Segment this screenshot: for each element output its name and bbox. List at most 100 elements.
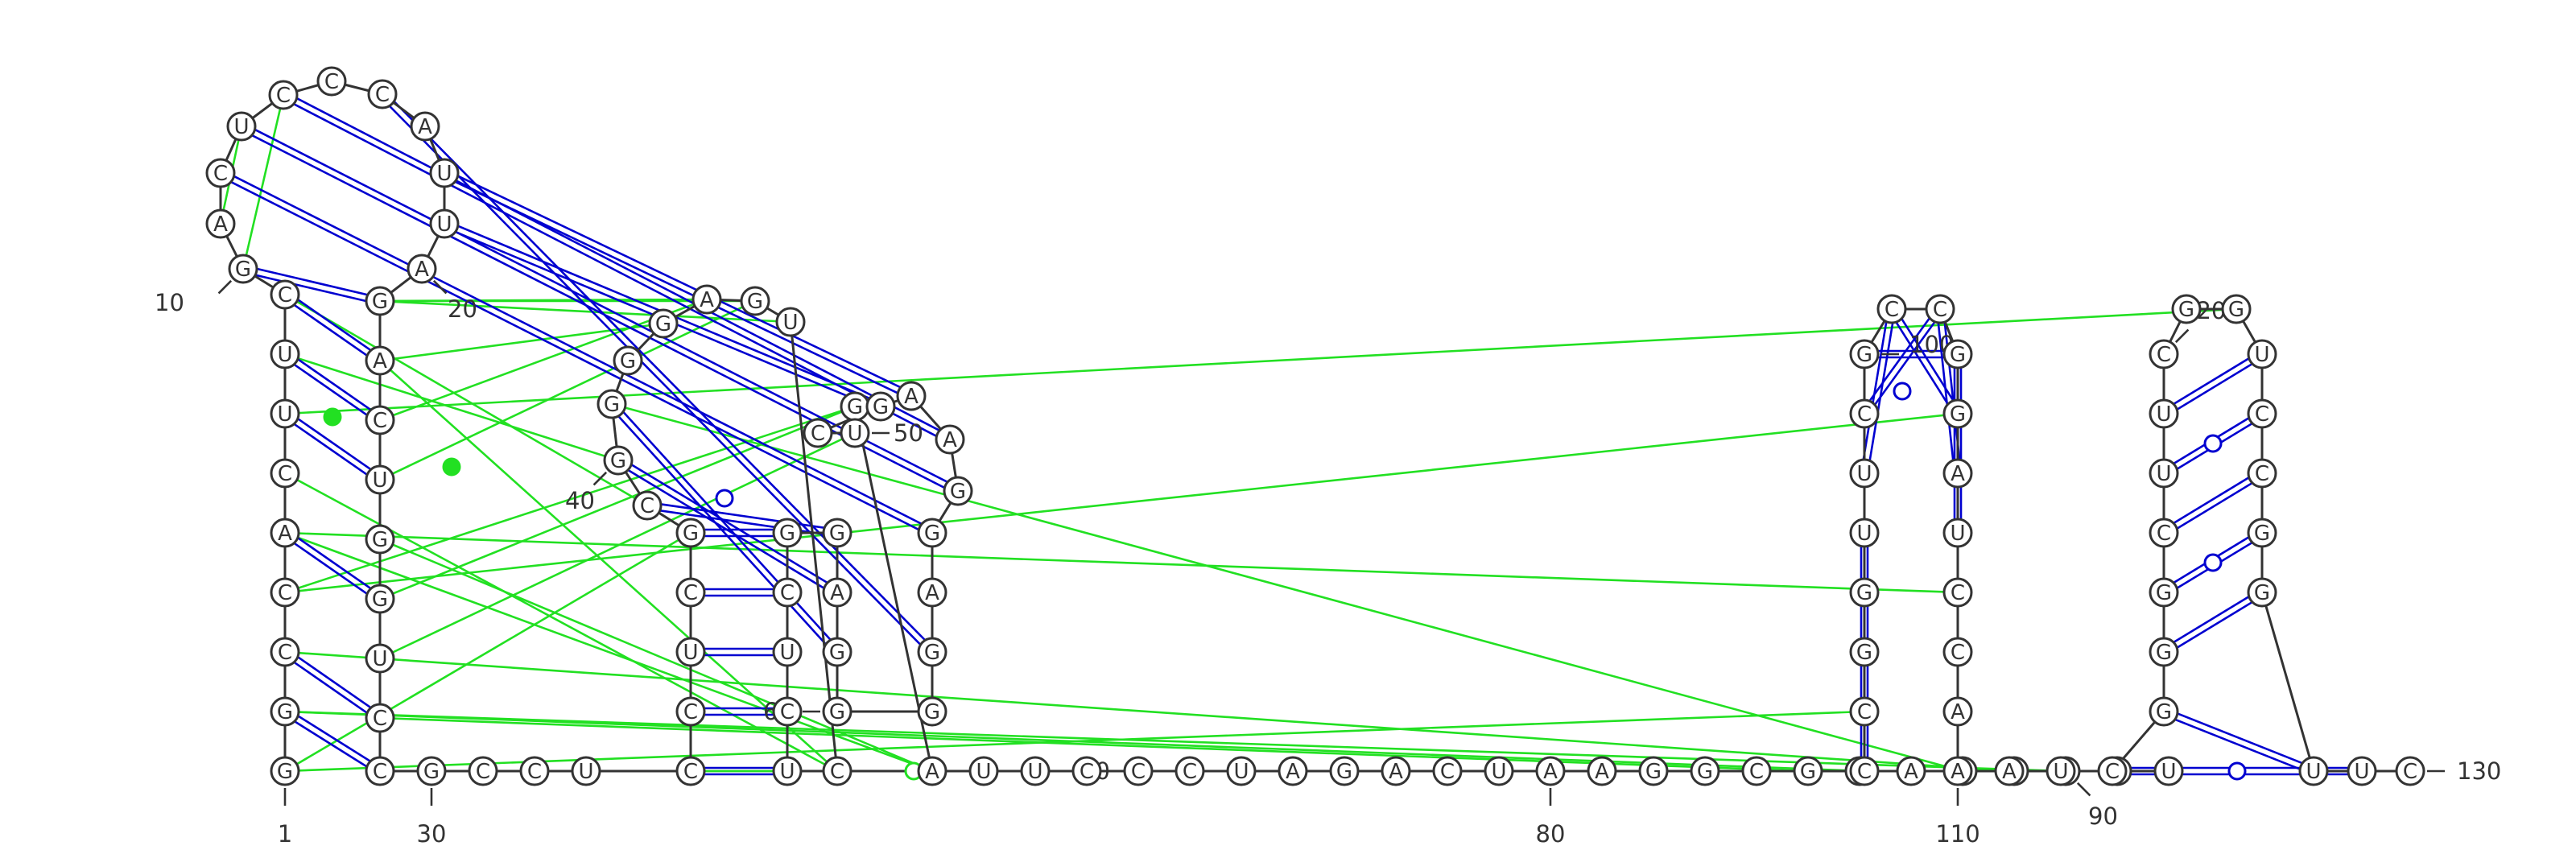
nucleotide: U [1226,756,1257,786]
nucleotide-letter: C [373,760,387,784]
noncanonical-pair-line [379,322,664,362]
nucleotide: G [1638,756,1669,786]
wobble-pair-marker [2203,434,2223,453]
nucleotide: C [1925,294,1955,324]
nucleotide: U [2298,756,2329,786]
nucleotide-letter: G [277,760,293,784]
nucleotide-letter: C [1131,760,1146,784]
nucleotide-letter: C [2403,760,2417,784]
nucleotide-letter: G [829,522,845,546]
nucleotide-letter: C [1857,760,1872,784]
nucleotide: G [648,308,679,339]
nucleotide: C [772,577,803,608]
nucleotide: G [822,518,852,548]
nucleotide-circle [1638,756,1669,786]
nucleotide: U [675,637,706,667]
canonical-pair-line [1866,309,1897,474]
nucleotide: G [613,345,643,376]
nucleotide-letter: G [277,700,293,724]
nucleotide-letter: C [2105,760,2120,784]
nucleotide: C [270,279,300,310]
nucleotide: U [2046,756,2076,786]
nucleotide: G [822,696,852,727]
nucleotide: C [1741,756,1772,786]
nucleotide-letter: G [2156,700,2172,724]
nucleotide-letter: U [1856,522,1872,546]
nucleotide: G [270,756,300,786]
canonical-pair-line [619,456,840,591]
nucleotide-circle [1942,518,1973,548]
nucleotide-circle [772,756,803,786]
nucleotide-letter: C [2157,343,2171,367]
canonical-pair-line [286,708,382,769]
nucleotide: G [822,637,852,667]
nucleotide-letter: A [2002,760,2017,784]
nucleotide-letter: C [2157,522,2171,546]
nucleotide-circle [822,696,852,727]
nucleotide: G [675,518,706,548]
noncanonical-pair-line [284,472,838,773]
nucleotide-circle [675,518,706,548]
nucleotide-circle [935,424,965,455]
nucleotide-circle [943,476,973,506]
nucleotide-letter: C [1080,760,1094,784]
nucleotide: G [840,391,870,422]
nucleotide: C [2097,756,2128,786]
nucleotide-circle [917,518,947,548]
nucleotide-circle [365,405,395,435]
nucleotide-letter: A [925,581,939,605]
backbone-segment [2260,592,2315,772]
nucleotide: C [772,696,803,727]
nucleotide: U [1849,458,1880,489]
nucleotide-circle [840,418,870,448]
nucleotide-circle [772,518,803,548]
nucleotide: A [1994,756,2025,786]
nucleotide: A [822,577,852,608]
nucleotide: C [1071,756,1102,786]
nucleotide-letter: G [1336,760,1352,784]
nucleotide-letter: U [782,311,798,335]
nucleotide-letter: A [830,581,844,605]
nucleotide: G [1849,637,1880,667]
canonical-pair-line [282,296,379,365]
nucleotide: C [822,756,852,786]
nucleotide-circle [917,756,947,786]
nucleotide: C [2395,756,2425,786]
nucleotide-circle [270,577,300,608]
nucleotide-circle [268,80,299,110]
nucleotide-circle [740,286,770,316]
nucleotide: C [1876,294,1907,324]
nucleotide: A [365,345,395,376]
nucleotide: G [603,445,634,476]
nucleotide-letter: C [1183,760,1197,784]
nucleotide-circle [2149,637,2179,667]
nucleotide: A [917,577,947,608]
nucleotide: C [316,66,347,97]
nucleotide: C [268,80,299,110]
nucleotide-circle [2153,756,2184,786]
nucleotide-circle [226,111,257,142]
nucleotide-letter: G [924,522,940,546]
numbering-tick [217,279,233,295]
nucleotide: G [917,696,947,727]
nucleotide-circle [365,464,395,495]
nucleotide-circle [675,637,706,667]
pair-marker-layer [323,382,2247,781]
nucleotide-letter: U [372,647,387,671]
nucleotide-circle [316,66,347,97]
nucleotide-circle [468,756,498,786]
nucleotide-letter: A [418,115,432,139]
nucleotide: G [2221,294,2252,324]
nucleotide-circle [691,284,722,315]
wobble-pair-marker [2203,553,2223,572]
nucleotide: C [675,696,706,727]
nucleotide-circle [410,111,440,142]
nucleotide-letter: U [2161,760,2176,784]
nucleotide: A [1587,756,1617,786]
nucleotide-letter: C [1857,402,1872,427]
nucleotide-circle [416,756,447,786]
nucleotide-letter: G [655,312,671,336]
nucleotide-letter: C [780,700,795,724]
nucleotide-letter: A [1595,760,1609,784]
nucleotide-circle [917,696,947,727]
